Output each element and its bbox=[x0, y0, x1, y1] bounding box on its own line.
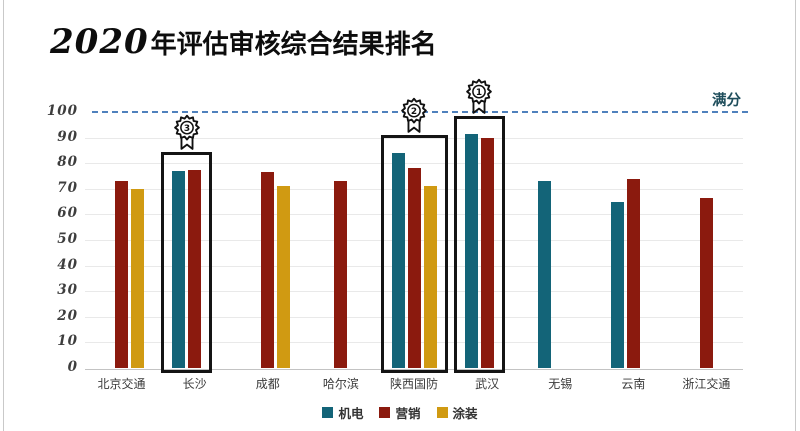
x-axis-category-label: 哈尔滨 bbox=[322, 377, 359, 391]
bar-机电-云南 bbox=[610, 201, 624, 368]
rank-2-medal-icon: 2 bbox=[397, 97, 431, 137]
title-text: 年评估审核综合结果排名 bbox=[150, 30, 437, 60]
legend-item-涂装: 涂装 bbox=[436, 403, 478, 422]
chart-legend: 机电 营销 涂装 bbox=[0, 403, 800, 422]
y-axis-tick-label: 90 bbox=[57, 128, 78, 145]
y-axis-tick-label: 80 bbox=[57, 154, 78, 171]
rank-1-medal-icon: 1 bbox=[462, 78, 496, 118]
bar-营销-陕西国防 bbox=[407, 168, 421, 368]
y-axis-tick-label: 50 bbox=[57, 231, 78, 247]
y-axis-tick-label: 20 bbox=[57, 307, 78, 324]
x-axis-category-label: 陕西国防 bbox=[389, 377, 438, 391]
x-axis-category-label: 云南 bbox=[621, 377, 646, 391]
svg-text:3: 3 bbox=[184, 123, 190, 133]
rank-3-medal-icon: 3 bbox=[170, 114, 204, 154]
legend-label: 涂装 bbox=[452, 406, 478, 421]
x-axis-category-label: 浙江交通 bbox=[682, 377, 731, 391]
legend-label: 机电 bbox=[338, 406, 364, 421]
y-axis-tick-label: 40 bbox=[57, 256, 78, 273]
bar-机电-陕西国防 bbox=[391, 152, 405, 368]
legend-swatch-icon bbox=[379, 407, 391, 418]
x-axis-category-label: 成都 bbox=[255, 377, 280, 391]
highlight-box-rank-2 bbox=[380, 134, 448, 373]
x-axis-category-label: 北京交通 bbox=[97, 377, 146, 391]
legend-label: 营销 bbox=[395, 406, 421, 421]
bar-机电-长沙 bbox=[172, 170, 186, 368]
title-year: 2020 bbox=[50, 22, 149, 62]
highlight-box-rank-1 bbox=[453, 115, 505, 373]
bar-营销-哈尔滨 bbox=[334, 181, 348, 368]
fullscore-label: 满分 bbox=[712, 92, 741, 109]
bar-营销-成都 bbox=[261, 172, 275, 368]
bar-营销-武汉 bbox=[480, 137, 494, 368]
highlight-box-rank-3 bbox=[161, 151, 213, 373]
svg-text:1: 1 bbox=[476, 88, 482, 98]
y-axis-tick-label: 0 bbox=[67, 359, 78, 375]
bar-营销-浙江交通 bbox=[699, 197, 713, 368]
bar-机电-武汉 bbox=[464, 133, 478, 368]
gridline bbox=[85, 163, 743, 165]
slide-right-edge bbox=[795, 0, 796, 431]
y-axis-tick-label: 70 bbox=[57, 179, 78, 196]
legend-item-营销: 营销 bbox=[379, 403, 421, 422]
y-axis-tick-label: 10 bbox=[57, 333, 78, 350]
bar-涂装-北京交通 bbox=[131, 188, 145, 368]
bar-营销-云南 bbox=[626, 178, 640, 368]
legend-item-机电: 机电 bbox=[322, 403, 363, 422]
y-axis-tick-label: 30 bbox=[57, 282, 78, 299]
x-axis-category-label: 长沙 bbox=[182, 377, 207, 391]
x-axis-category-label: 武汉 bbox=[475, 377, 500, 391]
svg-text:2: 2 bbox=[411, 107, 417, 117]
bar-营销-长沙 bbox=[188, 169, 202, 368]
bar-机电-无锡 bbox=[537, 181, 551, 368]
legend-swatch-icon bbox=[322, 407, 334, 418]
bar-涂装-陕西国防 bbox=[423, 186, 437, 368]
bar-涂装-成都 bbox=[277, 186, 291, 368]
x-axis-category-label: 无锡 bbox=[548, 377, 573, 391]
y-axis-tick-label: 100 bbox=[46, 103, 78, 119]
gridline bbox=[85, 137, 743, 139]
y-axis-tick-label: 60 bbox=[57, 205, 78, 222]
x-axis-line bbox=[85, 369, 743, 370]
slide-left-edge bbox=[3, 0, 4, 431]
page-title: 2020年评估审核综合结果排名 bbox=[50, 22, 437, 62]
legend-swatch-icon bbox=[436, 407, 448, 418]
bar-营销-北京交通 bbox=[115, 181, 129, 368]
